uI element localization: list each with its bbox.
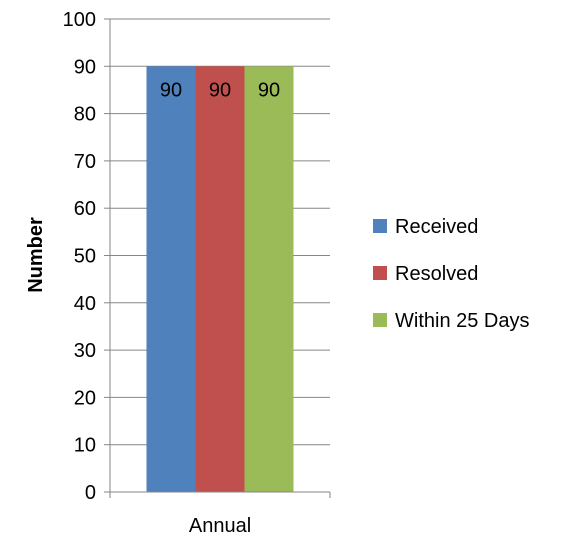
data-label: 90 [258,79,280,101]
y-tick-label: 100 [63,9,96,31]
y-tick-label: 70 [74,151,96,173]
bars [146,66,294,493]
legend-label: Received [395,216,478,238]
legend-swatch [373,313,387,327]
y-tick-label: 10 [74,435,96,457]
y-tick-label: 90 [74,56,96,78]
y-axis-title: Number [25,217,47,293]
data-label: 90 [209,79,231,101]
bar-received [146,66,196,493]
legend-swatch [373,266,387,280]
y-tick-label: 20 [74,387,96,409]
y-tick-label: 40 [74,293,96,315]
y-tick-label: 30 [74,340,96,362]
y-tick-label: 50 [74,246,96,268]
y-tick-label: 60 [74,198,96,220]
bar-within-25-days [244,66,294,493]
bar-resolved [195,66,245,493]
y-tick-label: 0 [85,482,96,504]
data-label: 90 [160,79,182,101]
x-tick-labels: Annual [189,515,251,537]
data-labels: 90 90 90 [160,79,280,101]
x-tick-label: Annual [189,515,251,537]
y-tick-labels: 0 10 20 30 40 50 60 70 80 90 100 [63,9,96,504]
legend-label: Resolved [395,263,478,285]
axes [104,18,331,498]
y-tick-label: 80 [74,104,96,126]
legend-swatch [373,219,387,233]
legend: Received Resolved Within 25 Days [373,216,530,332]
legend-label: Within 25 Days [395,310,530,332]
